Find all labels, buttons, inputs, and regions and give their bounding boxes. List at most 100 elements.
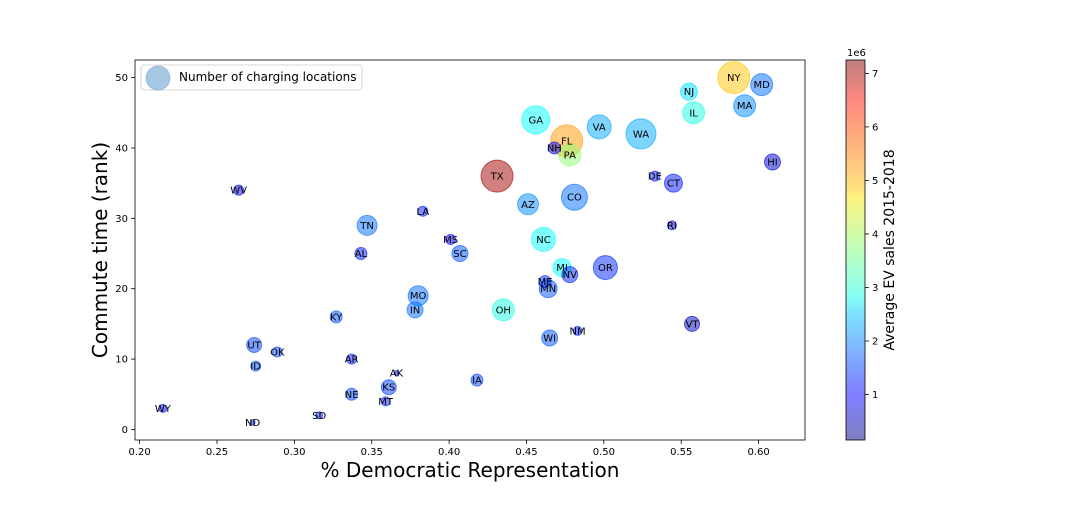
colorbar-scale-note: 1e6 — [847, 48, 866, 59]
point-co — [560, 183, 588, 211]
colorbar-title: Average EV sales 2015-2018 — [882, 149, 898, 350]
point-ut — [246, 337, 263, 353]
point-label-oh: OH — [496, 305, 511, 316]
y-tick-label: 10 — [115, 355, 128, 366]
point-label-md: MD — [754, 80, 771, 91]
point-label-or: OR — [598, 263, 613, 274]
point-label-id: ID — [250, 362, 261, 373]
point-ok — [271, 346, 283, 358]
x-tick-label: 0.50 — [593, 447, 615, 458]
point-id — [250, 360, 262, 372]
point-label-al: AL — [355, 249, 368, 260]
point-ct — [663, 173, 683, 193]
point-label-nd: ND — [245, 418, 260, 429]
x-tick-label: 0.45 — [515, 447, 537, 458]
point-label-ct: CT — [667, 179, 681, 190]
point-label-va: VA — [593, 122, 606, 133]
point-nm — [572, 325, 583, 336]
point-in — [406, 301, 424, 319]
point-label-ny: NY — [727, 73, 741, 84]
point-label-pa: PA — [564, 151, 576, 162]
point-label-hi: HI — [767, 158, 777, 169]
y-tick-label: 30 — [115, 214, 128, 225]
x-tick-label: 0.55 — [670, 447, 692, 458]
point-label-ar: AR — [345, 355, 359, 366]
point-label-ms: MS — [443, 235, 458, 246]
point-wy — [158, 403, 168, 413]
point-tn — [356, 214, 378, 236]
x-tick-label: 0.35 — [361, 447, 383, 458]
colorbar-tick-label: 5 — [872, 176, 878, 187]
point-mt — [380, 396, 391, 407]
point-label-in: IN — [410, 305, 420, 316]
point-label-ma: MA — [737, 101, 753, 112]
point-label-ia: IA — [472, 376, 482, 387]
point-sc — [451, 245, 469, 263]
point-label-wi: WI — [543, 333, 556, 344]
point-va — [586, 114, 612, 140]
colorbar-tick-label: 7 — [872, 69, 878, 80]
point-label-ak: AK — [390, 369, 404, 380]
point-il — [682, 101, 706, 125]
y-axis: 0 10 20 30 40 50 — [115, 73, 135, 436]
point-ks — [380, 379, 397, 396]
point-label-mi: MI — [556, 263, 568, 274]
y-tick-label: 50 — [115, 73, 128, 84]
colorbar-gradient — [846, 60, 865, 440]
point-label-tn: TN — [359, 221, 374, 232]
point-oh — [491, 298, 515, 322]
point-label-mt: MT — [378, 397, 394, 408]
point-label-nh: NH — [547, 143, 562, 154]
point-label-ok: OK — [270, 348, 285, 359]
point-vt — [684, 315, 701, 332]
point-ny — [717, 61, 751, 95]
point-label-ks: KS — [382, 383, 395, 394]
point-ar — [346, 353, 358, 365]
colorbar-tick-label: 3 — [872, 283, 878, 294]
point-ne — [345, 387, 359, 401]
point-label-ky: KY — [330, 312, 343, 323]
colorbar-tick-label: 2 — [872, 336, 878, 347]
point-nj — [679, 82, 698, 101]
point-label-az: AZ — [521, 200, 535, 211]
points-layer — [158, 61, 782, 426]
point-az — [517, 193, 540, 216]
point-label-co: CO — [567, 193, 582, 204]
point-ga — [521, 105, 551, 135]
y-tick-label: 0 — [122, 425, 128, 436]
point-nd — [249, 419, 256, 426]
colorbar-tick-label: 6 — [872, 122, 878, 133]
x-tick-label: 0.60 — [747, 447, 769, 458]
point-label-fl: FL — [561, 136, 573, 147]
point-ms — [445, 233, 457, 245]
colorbar-frame — [845, 59, 866, 441]
point-label-ut: UT — [247, 341, 261, 352]
point-md — [750, 73, 774, 97]
point-label-wy: WY — [155, 404, 172, 415]
y-axis-title: Commute time (rank) — [88, 142, 112, 358]
point-label-me: ME — [538, 277, 553, 288]
point-label-mo: MO — [410, 291, 427, 302]
x-axis-title: % Democratic Representation — [321, 458, 620, 482]
legend-label: Number of charging locations — [179, 70, 357, 84]
point-label-ri: RI — [667, 221, 677, 232]
x-tick-label: 0.25 — [206, 447, 228, 458]
plot-area — [135, 60, 805, 440]
point-or — [592, 255, 618, 281]
point-label-mn: MN — [540, 284, 556, 295]
point-al — [354, 247, 368, 261]
legend: Number of charging locations — [140, 64, 363, 91]
x-tick-label: 0.30 — [283, 447, 305, 458]
point-label-nv: NV — [563, 270, 577, 281]
point-label-de: DE — [648, 172, 662, 183]
point-label-la: LA — [416, 207, 429, 218]
colorbar-tick-label: 4 — [872, 229, 878, 240]
point-pa — [558, 143, 582, 167]
colorbar-tick-label: 1 — [872, 390, 878, 401]
point-nv — [561, 266, 579, 284]
point-wv — [233, 184, 245, 196]
point-de — [649, 170, 661, 182]
point-ia — [470, 373, 484, 387]
colorbar-ticks: 1 2 3 4 5 6 7 — [865, 69, 878, 401]
